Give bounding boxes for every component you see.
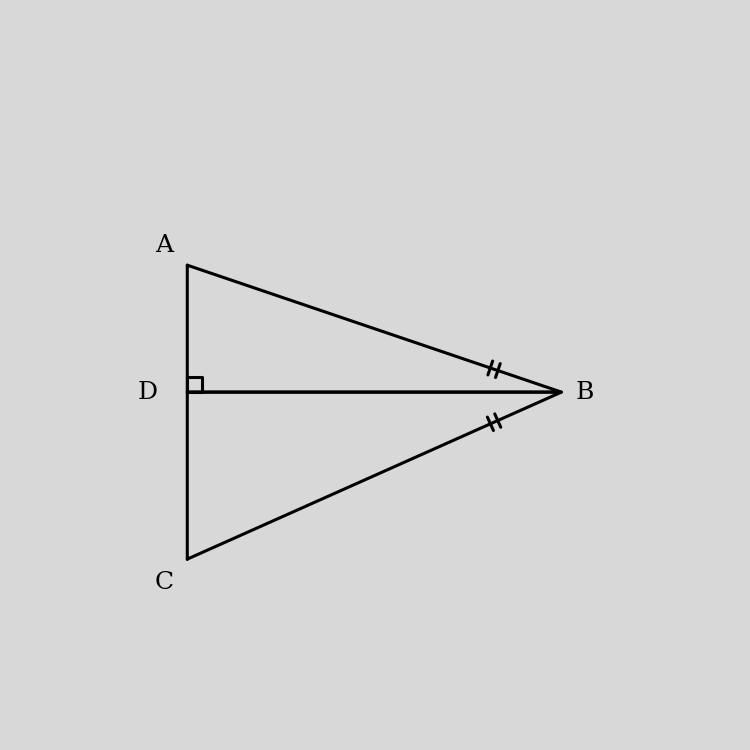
Text: C: C (154, 571, 173, 594)
Text: B: B (575, 380, 594, 404)
Text: A: A (154, 234, 173, 256)
Text: D: D (137, 380, 158, 404)
